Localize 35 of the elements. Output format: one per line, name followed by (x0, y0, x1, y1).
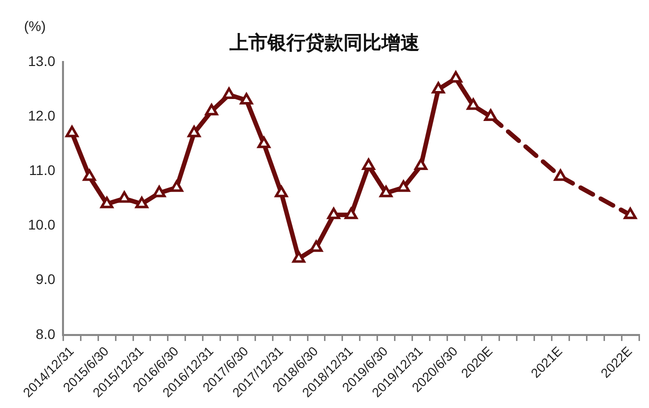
point (624, 208, 637, 220)
point (362, 158, 376, 170)
point (432, 82, 445, 94)
point (152, 186, 166, 198)
point (327, 208, 340, 220)
point (274, 186, 288, 198)
y-axis-title: (%) (24, 18, 46, 34)
y-tick-label: 8.0 (36, 326, 56, 342)
point (466, 98, 480, 110)
point (449, 71, 462, 83)
point (484, 109, 498, 121)
point (170, 180, 184, 192)
point (257, 136, 270, 148)
point (222, 88, 236, 100)
point (240, 92, 253, 104)
y-tick-label: 11.0 (29, 162, 56, 178)
point (100, 196, 114, 208)
y-tick-label: 13.0 (28, 52, 56, 69)
point (292, 251, 306, 263)
point (118, 191, 131, 203)
chart-title: 上市银行贷款同比增速 (230, 32, 420, 54)
point (554, 169, 567, 181)
point (135, 196, 148, 208)
point (188, 126, 201, 138)
point (344, 208, 358, 220)
point (414, 158, 428, 170)
point (380, 186, 392, 198)
point (205, 104, 218, 116)
point (66, 126, 78, 138)
point (397, 180, 410, 192)
y-tick-label: 10.0 (28, 216, 56, 233)
y-tick-label: 12.0 (28, 107, 56, 124)
point (82, 169, 96, 181)
y-tick-label: 9.0 (36, 271, 56, 288)
point (310, 240, 323, 252)
